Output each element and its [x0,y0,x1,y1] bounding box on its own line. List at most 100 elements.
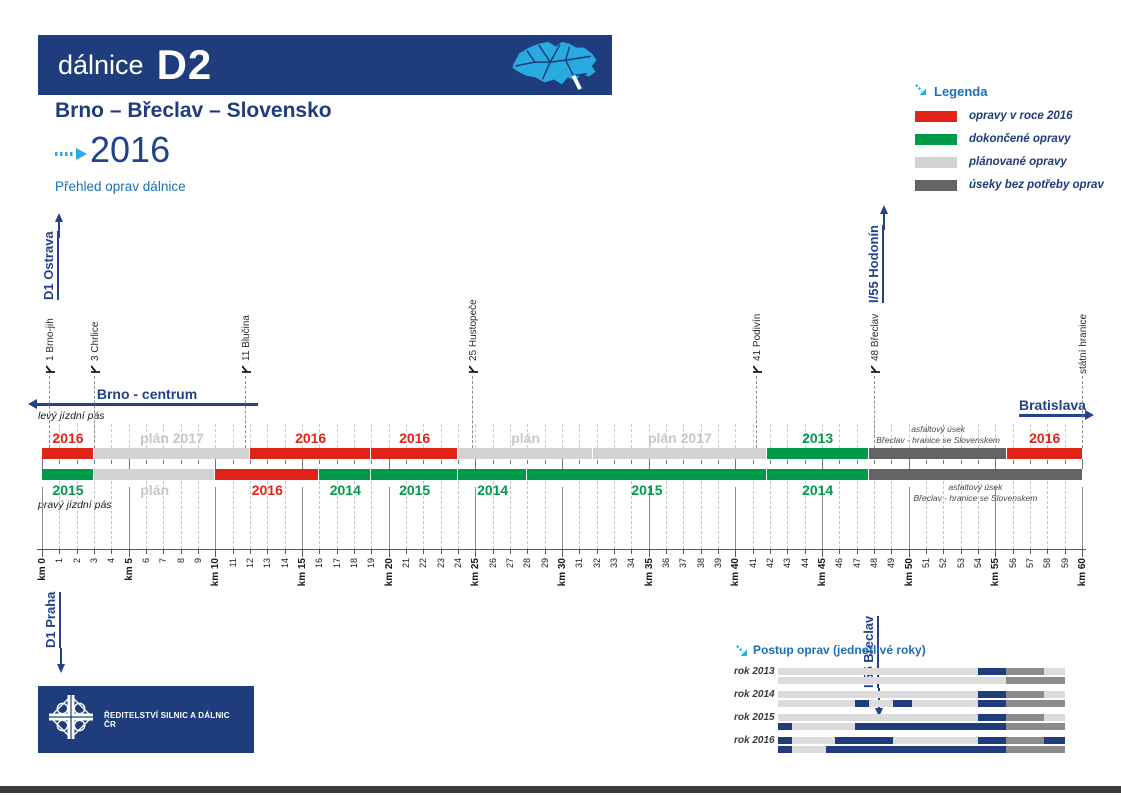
arrow-line [878,688,880,708]
ruler-tick [977,460,979,464]
axis-tick [631,550,633,554]
axis-tick [839,550,841,554]
axis-tick-label: km 30 [556,558,568,587]
axis-tick-label: 33 [608,558,619,569]
mini-segment [892,737,978,744]
postup-arrow-icon [736,644,748,662]
axis-tick [735,550,737,557]
route-title: Brno – Břeclav – Slovensko [55,99,332,122]
arrow-left-icon [28,399,37,409]
grid-minor-line [405,481,407,549]
grid-minor-line [180,481,182,549]
grid-minor-line [891,481,893,549]
grid-minor-line-top [596,424,598,448]
axis-tick-label: 44 [799,558,810,569]
arrow-line [58,222,60,238]
legend-item: opravy v roce 2016 [915,110,1121,122]
axis-tick-label: 11 [227,558,238,568]
axis-tick-label: km 35 [643,558,655,587]
axis-tick-label: 57 [1024,558,1035,569]
grid-minor-line-top [943,424,945,448]
mini-segment [1006,746,1065,753]
axis-tick-label: 12 [244,558,255,569]
exit-icon [241,365,251,373]
axis-tick [492,550,494,554]
axis-tick [873,550,875,554]
road-segment [319,469,372,480]
mini-segment [977,714,1007,721]
grid-minor-line-top [180,424,182,448]
grid-major-line [735,487,737,549]
ruler-tick [93,460,95,464]
mini-segment [977,668,1007,675]
segment-label: 2016 [295,430,327,446]
segment-label: plán 2017 [140,430,204,446]
grid-major-line [388,487,390,549]
segment-label: 2014 [477,482,509,498]
axis-tick [301,550,303,557]
grid-major-line [42,487,43,549]
axis-tick-label: 18 [348,558,359,569]
exit-label-text: 25 Hustopeče [468,299,479,374]
mini-segment [977,737,1007,744]
ruler-tick [787,460,789,464]
mini-segment [778,668,978,675]
road-segment [42,469,94,480]
road-segment [868,448,1008,459]
ruler-tick [735,459,737,469]
footer-bar [0,786,1121,793]
lane-label-left: levý jízdní pás [38,410,105,422]
axis-tick [267,550,269,554]
axis-tick-label: 34 [626,558,637,569]
exit-icon [870,365,880,373]
ruler-tick [215,459,217,469]
grid-minor-line [249,481,251,549]
axis-tick [1064,550,1066,554]
road-segment [42,448,94,459]
road-segment [249,448,372,459]
grid-minor-line-top [423,424,425,448]
ruler-tick [700,460,702,464]
grid-minor-line-top [301,424,303,448]
segment-label: asfaltový úsek Břeclav - hranice se Slove… [869,420,1008,446]
grid-major-line [908,487,910,549]
axis-tick-label: 19 [366,558,377,569]
axis-tick [76,550,78,554]
segment-label: plán 2017 [647,430,712,446]
ruler-tick [804,460,806,464]
mini-segment [911,700,978,707]
grid-minor-line-top [59,424,61,448]
grid-minor-line-top [683,424,685,448]
grid-minor-line [787,481,789,549]
grid-minor-line [353,481,355,549]
ruler-tick [76,460,78,464]
ruler-tick [1047,460,1049,464]
ruler-tick [197,460,199,464]
axis-tick-label: 38 [695,558,706,569]
ruler-tick [145,460,147,464]
grid-minor-line-top [128,424,130,448]
ruler-tick [561,459,563,469]
axis-tick [319,550,321,554]
axis-tick-label: 46 [834,558,845,569]
axis-tick-label: 16 [314,558,325,569]
mini-segment [778,714,978,721]
ruler-tick [249,460,251,464]
legend-title: Legenda [934,84,988,99]
arrow-up-icon [55,213,63,222]
exit-line [471,376,473,448]
ruler-tick [717,460,719,464]
ruler-tick [995,459,997,469]
postup-title: Postup oprav (jednotlivé roky) [753,643,926,657]
axis-tick-label: 37 [678,558,689,569]
grid-minor-line-top [215,424,217,448]
grid-minor-line [145,481,147,549]
exit-icon [45,365,55,373]
ruler-tick [943,460,945,464]
road-segment [1007,448,1082,459]
ruler-tick [769,460,771,464]
ruler-tick [665,460,667,464]
axis-tick [544,550,546,554]
grid-minor-line [700,481,702,549]
